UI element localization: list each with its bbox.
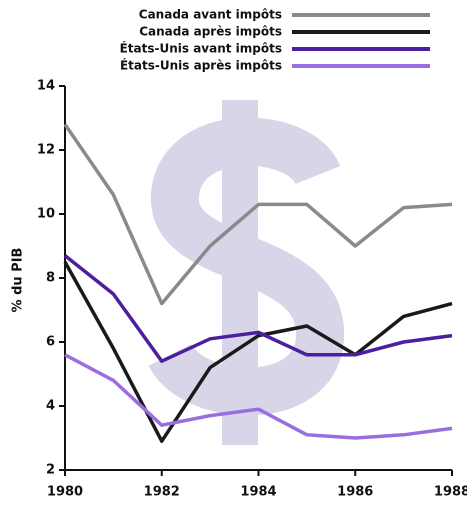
y-tick-label: 8 bbox=[46, 271, 55, 286]
x-tick-label: 1986 bbox=[337, 485, 373, 500]
legend-label: Canada après impôts bbox=[139, 25, 282, 39]
legend-label: Canada avant impôts bbox=[139, 8, 282, 22]
series-line bbox=[64, 353, 453, 440]
series-line bbox=[63, 254, 453, 363]
x-tick-label: 1982 bbox=[144, 485, 180, 500]
legend: Canada avant impôts Canada après impôts Ét… bbox=[120, 8, 430, 73]
y-axis-label: % du PIB bbox=[11, 248, 26, 313]
dollar-sign-decoration bbox=[148, 100, 344, 445]
y-tick-label: 12 bbox=[37, 143, 55, 158]
x-tick-label: 1984 bbox=[240, 485, 276, 500]
legend-label: États-Unis après impôts bbox=[120, 58, 282, 73]
series-line bbox=[63, 123, 453, 306]
y-tick-label: 10 bbox=[37, 207, 55, 222]
y-tick-label: 14 bbox=[37, 79, 55, 94]
y-tick-label: 6 bbox=[46, 335, 55, 350]
x-tick-label: 1988 bbox=[434, 485, 467, 500]
y-tick-label: 4 bbox=[46, 399, 55, 414]
x-tick-label: 1980 bbox=[47, 485, 83, 500]
legend-label: États-Unis avant impôts bbox=[120, 41, 282, 56]
y-tick-label: 2 bbox=[46, 463, 55, 478]
series-line bbox=[63, 261, 453, 443]
